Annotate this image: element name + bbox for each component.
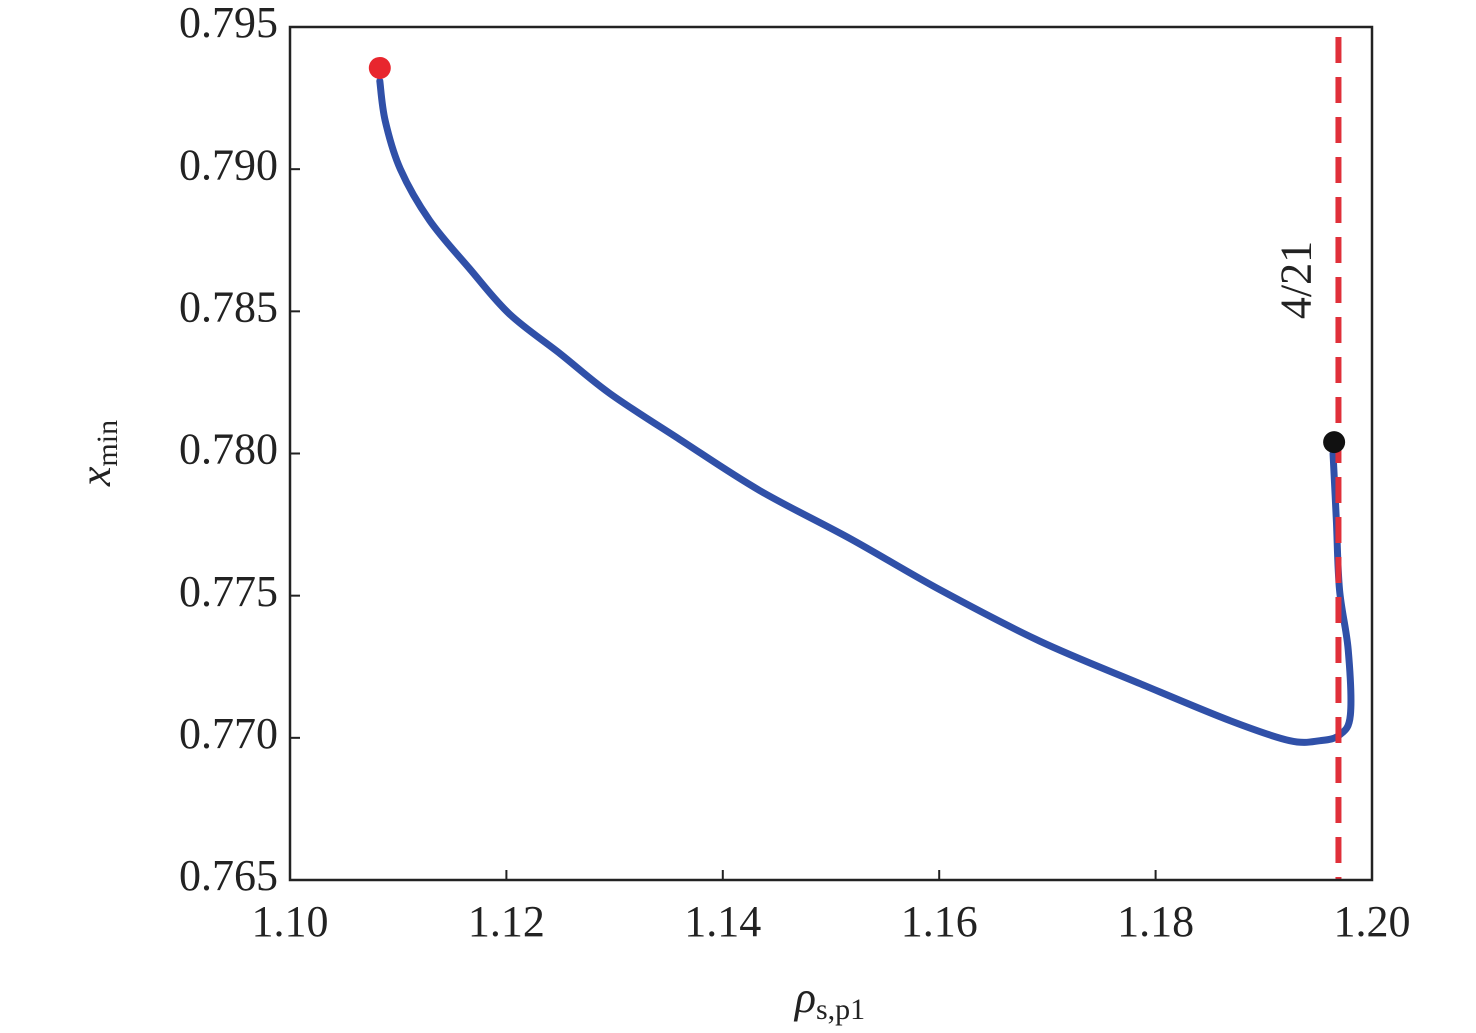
y-tick-label: 0.785 (179, 282, 278, 331)
marker (368, 56, 391, 79)
x-tick-label: 1.20 (1334, 897, 1411, 946)
y-axis-label: xmin (71, 420, 124, 487)
y-axis-label-sub: min (91, 420, 124, 467)
x-axis-label-main: ρ (793, 973, 816, 1022)
marker (1323, 431, 1346, 454)
y-tick-label: 0.775 (179, 567, 278, 616)
y-tick-label: 0.765 (179, 851, 278, 900)
y-tick-label: 0.770 (179, 709, 278, 758)
y-axis-label-main: x (71, 466, 120, 487)
x-tick-label: 1.12 (468, 897, 545, 946)
y-tick-label: 0.795 (179, 0, 278, 47)
y-tick-label: 0.790 (179, 140, 278, 189)
x-axis-label: ρs,p1 (793, 973, 865, 1026)
plot-frame (288, 25, 1374, 882)
x-axis-label-sub: s,p1 (816, 993, 865, 1026)
curve (376, 77, 1355, 746)
x-tick-label: 1.18 (1117, 897, 1194, 946)
x-tick-label: 1.10 (252, 897, 329, 946)
x-tick-label: 1.16 (901, 897, 978, 946)
y-tick-label: 0.780 (179, 425, 278, 474)
x-tick-label: 1.14 (684, 897, 761, 946)
annotation: 4/21 (1272, 241, 1321, 319)
